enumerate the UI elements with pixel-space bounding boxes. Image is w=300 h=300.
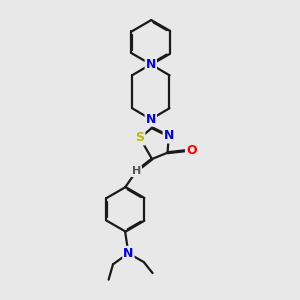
- Text: N: N: [164, 130, 174, 142]
- Text: S: S: [135, 131, 144, 145]
- Text: N: N: [146, 58, 156, 71]
- Text: N: N: [123, 247, 134, 260]
- Text: O: O: [186, 144, 196, 157]
- Text: H: H: [132, 166, 141, 176]
- Text: N: N: [146, 113, 156, 126]
